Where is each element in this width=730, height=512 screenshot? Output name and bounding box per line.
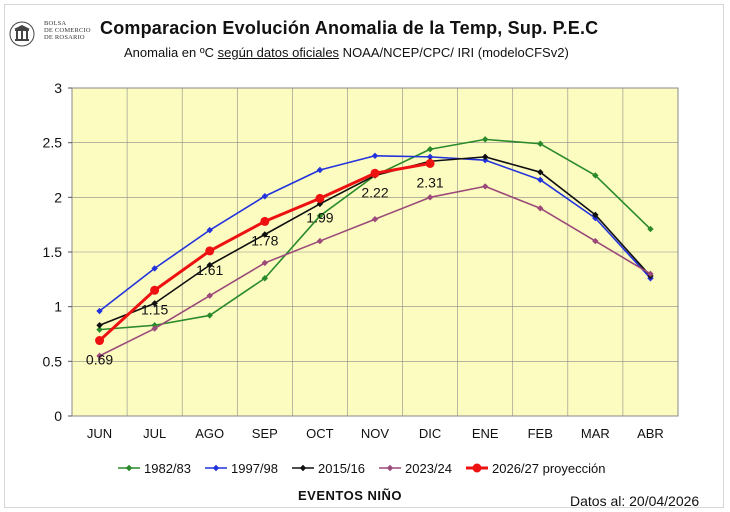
data-point (537, 140, 544, 147)
data-label: 1.15 (141, 301, 168, 317)
data-point (426, 146, 434, 153)
data-point (592, 172, 599, 179)
legend: 1982/83 1997/98 2015/16 2023/24 2026/27 proy… (118, 460, 605, 476)
data-point (151, 325, 158, 332)
data-point (150, 285, 160, 295)
data-point (315, 193, 325, 203)
data-date: Datos al: 20/04/2026 (570, 493, 700, 509)
legend-label: 1982/83 (144, 460, 191, 476)
y-tick-label: 1.5 (43, 244, 63, 260)
legend-swatch (292, 464, 314, 472)
subtitle-underlined: según datos oficiales (217, 45, 340, 60)
data-point (316, 166, 324, 174)
legend-label: 2023/24 (405, 460, 452, 476)
legend-entry: 1997/98 (205, 461, 278, 476)
data-point (205, 246, 215, 256)
data-point (537, 205, 544, 212)
logo-line: DE ROSARIO (44, 34, 85, 41)
data-point (206, 292, 213, 299)
x-tick-label: MAR (581, 426, 610, 441)
data-point (206, 226, 213, 234)
y-tick-label: 3 (54, 80, 62, 96)
legend-label: 2026/27 proyección (492, 460, 606, 476)
y-tick-label: 2 (54, 189, 62, 205)
x-tick-label: JUL (143, 426, 166, 441)
legend-entry: 2015/16 (292, 461, 365, 476)
y-tick-label: 2.5 (43, 135, 63, 151)
x-tick-label: AGO (195, 426, 224, 441)
data-point (316, 212, 324, 220)
legend-swatch (466, 463, 488, 473)
data-point (151, 300, 158, 307)
data-point (151, 265, 158, 272)
data-point (481, 136, 489, 143)
x-tick-label: JUN (87, 426, 112, 441)
logo-line: DE COMERCIO (44, 27, 91, 34)
data-point (481, 156, 489, 164)
data-point (592, 211, 599, 219)
data-point (537, 176, 544, 184)
data-point (260, 216, 270, 226)
data-point (371, 216, 379, 223)
logo: BOLSA DE COMERCIO DE ROSARIO (8, 20, 98, 50)
subtitle-prefix: Anomalia en ºC (124, 45, 218, 60)
data-point (647, 225, 654, 233)
data-label: 1.99 (306, 209, 333, 225)
x-tick-label: DIC (419, 426, 441, 441)
data-point (537, 168, 544, 176)
data-point (261, 275, 269, 282)
chart-title: Comparacion Evolución Anomalia de la Tem… (100, 18, 599, 38)
chart-subtitle: Anomalia en ºC según datos oficiales NOA… (124, 45, 569, 60)
x-tick-label: NOV (361, 426, 390, 441)
data-point (426, 194, 434, 201)
x-tick-label: OCT (306, 426, 334, 441)
subtitle-suffix: NOAA/NCEP/CPC/ IRI (modeloCFSv2) (339, 45, 569, 60)
x-tick-label: FEB (528, 426, 553, 441)
data-point (96, 326, 103, 333)
legend-entry: 2026/27 proyección (466, 461, 605, 476)
y-tick-label: 1 (54, 299, 62, 315)
data-point (592, 237, 599, 245)
data-point (316, 237, 324, 245)
data-point (261, 231, 269, 238)
data-point (206, 312, 213, 319)
legend-entry: 2023/24 (379, 461, 452, 476)
data-point (425, 158, 435, 168)
x-tick-label: ENE (472, 426, 499, 441)
y-tick-label: 0.5 (43, 353, 63, 369)
data-label: 1.78 (251, 232, 278, 248)
logo-line: BOLSA (44, 20, 67, 27)
data-point (647, 270, 654, 278)
data-point (371, 152, 379, 159)
data-point (426, 153, 434, 161)
data-label: 2.31 (416, 174, 443, 190)
data-point (261, 193, 269, 200)
logo-text: BOLSA DE COMERCIO DE ROSARIO (44, 20, 91, 41)
legend-entry: 1982/83 (118, 461, 191, 476)
x-axis-title: EVENTOS NIÑO (298, 488, 403, 503)
legend-label: 1997/98 (231, 460, 278, 476)
data-point (261, 259, 269, 267)
data-point (481, 153, 489, 161)
data-point (481, 183, 489, 190)
data-point (95, 336, 105, 346)
data-point (96, 307, 103, 315)
data-point (206, 261, 213, 269)
data-label: 0.69 (86, 352, 113, 368)
legend-swatch (205, 464, 227, 472)
x-tick-label: ABR (637, 426, 664, 441)
legend-label: 2015/16 (318, 460, 365, 476)
legend-swatch (379, 464, 401, 472)
legend-swatch (118, 464, 140, 472)
data-label: 2.22 (361, 184, 388, 200)
x-tick-label: SEP (252, 426, 278, 441)
data-point (370, 168, 380, 178)
y-tick-label: 0 (54, 408, 62, 424)
chart-frame (4, 4, 724, 508)
data-point (96, 322, 103, 329)
building-seal-icon (9, 21, 35, 47)
data-label: 1.61 (196, 262, 223, 278)
data-point (96, 352, 103, 360)
